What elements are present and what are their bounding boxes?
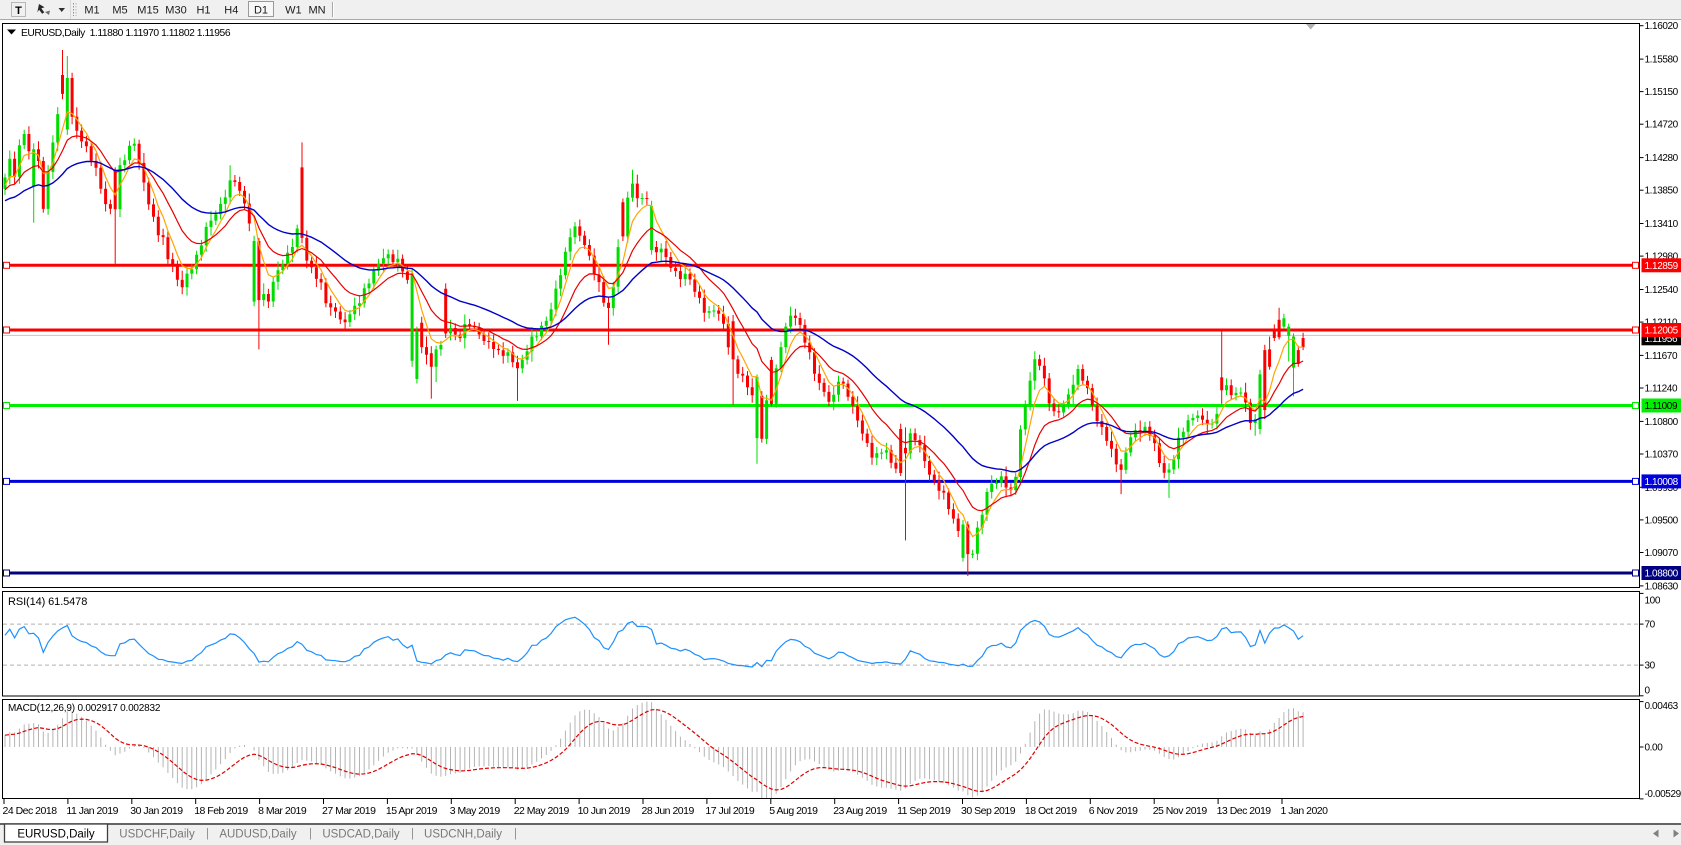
svg-text:0.00463: 0.00463 <box>1645 701 1679 712</box>
svg-text:1 Jan 2020: 1 Jan 2020 <box>1281 805 1329 817</box>
svg-text:1.16020: 1.16020 <box>1645 21 1679 32</box>
svg-text:1.11009: 1.11009 <box>1645 401 1678 412</box>
svg-text:1.10008: 1.10008 <box>1645 477 1679 488</box>
svg-text:1.12540: 1.12540 <box>1645 285 1679 296</box>
svg-text:H4: H4 <box>224 5 238 17</box>
svg-text:D1: D1 <box>254 5 268 17</box>
svg-text:1.09500: 1.09500 <box>1645 515 1679 526</box>
svg-text:1.08630: 1.08630 <box>1645 581 1679 592</box>
svg-text:27 Mar 2019: 27 Mar 2019 <box>322 805 376 817</box>
svg-text:|: | <box>514 828 517 840</box>
svg-text:17 Jul 2019: 17 Jul 2019 <box>705 805 754 817</box>
svg-text:1.13410: 1.13410 <box>1645 219 1679 230</box>
svg-text:RSI(14) 61.5478: RSI(14) 61.5478 <box>8 596 87 608</box>
svg-text:15 Apr 2019: 15 Apr 2019 <box>386 805 438 817</box>
svg-text:18 Oct 2019: 18 Oct 2019 <box>1025 805 1077 817</box>
svg-text:24 Dec 2018: 24 Dec 2018 <box>3 805 58 817</box>
svg-text:1.12005: 1.12005 <box>1645 326 1679 337</box>
svg-text:USDCAD,Daily: USDCAD,Daily <box>322 829 400 841</box>
svg-text:|: | <box>206 828 209 840</box>
svg-text:1.11240: 1.11240 <box>1645 384 1678 395</box>
svg-text:1.10800: 1.10800 <box>1645 417 1679 428</box>
svg-text:T: T <box>15 5 22 17</box>
svg-text:MN: MN <box>308 5 325 17</box>
svg-text:13 Dec 2019: 13 Dec 2019 <box>1217 805 1272 817</box>
svg-text:H1: H1 <box>196 5 210 17</box>
svg-text:1.11670: 1.11670 <box>1645 351 1678 362</box>
svg-text:0.00: 0.00 <box>1645 743 1664 754</box>
svg-text:USDCNH,Daily: USDCNH,Daily <box>424 829 502 841</box>
svg-text:6 Nov 2019: 6 Nov 2019 <box>1089 805 1138 817</box>
svg-text:1.11956: 1.11956 <box>1645 334 1678 345</box>
svg-text:1.08800: 1.08800 <box>1645 569 1679 580</box>
svg-text:|: | <box>411 828 414 840</box>
svg-text:USDCHF,Daily: USDCHF,Daily <box>119 829 195 841</box>
svg-text:1.15580: 1.15580 <box>1645 55 1679 66</box>
svg-text:1.09070: 1.09070 <box>1645 548 1679 559</box>
svg-text:5 Aug 2019: 5 Aug 2019 <box>769 805 818 817</box>
svg-text:-0.005299: -0.005299 <box>1645 789 1681 800</box>
svg-text:|: | <box>309 828 312 840</box>
svg-text:AUDUSD,Daily: AUDUSD,Daily <box>219 829 297 841</box>
svg-text:11 Sep 2019: 11 Sep 2019 <box>897 805 951 817</box>
svg-text:MACD(12,26,9) 0.002917 0.00283: MACD(12,26,9) 0.002917 0.002832 <box>8 703 161 714</box>
svg-text:25 Nov 2019: 25 Nov 2019 <box>1153 805 1208 817</box>
svg-text:1.14280: 1.14280 <box>1645 153 1679 164</box>
svg-text:EURUSD,Daily 1.11880 1.11970: EURUSD,Daily 1.11880 1.11970 1.11802 1.1… <box>21 28 231 39</box>
svg-text:70: 70 <box>1645 620 1656 631</box>
svg-text:30 Jan 2019: 30 Jan 2019 <box>130 805 183 817</box>
svg-text:8 Mar 2019: 8 Mar 2019 <box>258 805 307 817</box>
svg-text:28 Jun 2019: 28 Jun 2019 <box>642 805 695 817</box>
svg-text:100: 100 <box>1645 596 1661 607</box>
svg-text:3 May 2019: 3 May 2019 <box>450 805 501 817</box>
svg-text:30: 30 <box>1645 661 1656 672</box>
svg-text:M15: M15 <box>137 5 158 17</box>
svg-text:11 Jan 2019: 11 Jan 2019 <box>66 805 118 817</box>
svg-text:1.12859: 1.12859 <box>1645 261 1679 272</box>
svg-text:M30: M30 <box>165 5 186 17</box>
svg-text:1.14720: 1.14720 <box>1645 120 1679 131</box>
svg-text:M1: M1 <box>84 5 99 17</box>
svg-text:1.13850: 1.13850 <box>1645 186 1679 197</box>
svg-text:0: 0 <box>1645 686 1651 697</box>
svg-text:EURUSD,Daily: EURUSD,Daily <box>17 829 95 841</box>
svg-text:10 Jun 2019: 10 Jun 2019 <box>578 805 631 817</box>
svg-text:18 Feb 2019: 18 Feb 2019 <box>194 805 248 817</box>
svg-text:1.12980: 1.12980 <box>1645 252 1679 263</box>
svg-text:W1: W1 <box>285 5 302 17</box>
svg-text:23 Aug 2019: 23 Aug 2019 <box>833 805 887 817</box>
svg-text:1.10370: 1.10370 <box>1645 450 1679 461</box>
svg-text:22 May 2019: 22 May 2019 <box>514 805 570 817</box>
svg-text:1.15150: 1.15150 <box>1645 87 1679 98</box>
svg-text:M5: M5 <box>112 5 127 17</box>
svg-text:30 Sep 2019: 30 Sep 2019 <box>961 805 1016 817</box>
